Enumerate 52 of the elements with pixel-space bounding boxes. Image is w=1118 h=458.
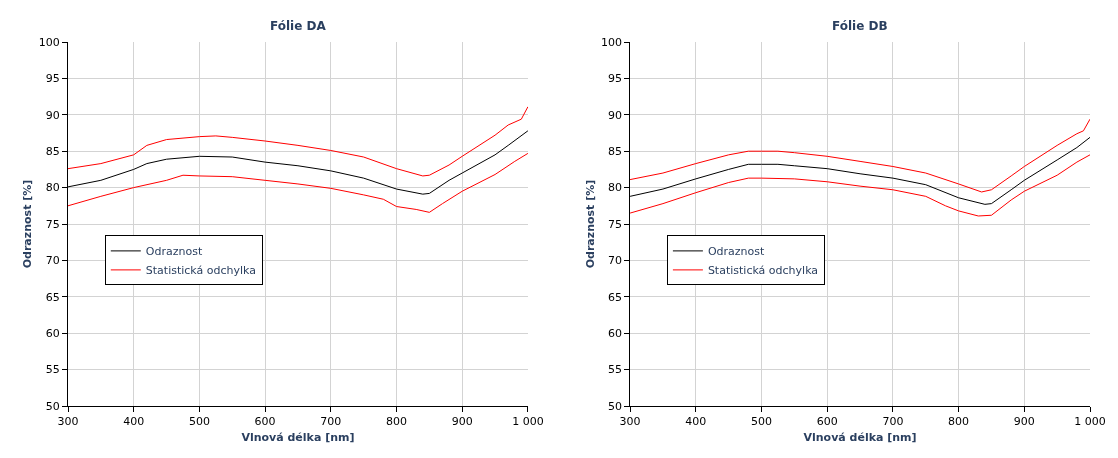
line-series — [630, 154, 1090, 217]
y-tick-label: 75 — [45, 217, 60, 231]
y-tick-label: 80 — [607, 181, 622, 195]
y-tick-label: 55 — [607, 363, 622, 377]
y-tick-label: 90 — [45, 108, 60, 122]
x-tick-label: 400 — [685, 415, 707, 429]
legend-label: Statistická odchylka — [707, 264, 819, 278]
x-tick-label: 900 — [1013, 415, 1035, 429]
line-series — [630, 118, 1090, 193]
y-tick-label: 100 — [38, 35, 60, 49]
chart-title: Fólie DA — [270, 19, 327, 33]
x-tick-label: 300 — [57, 415, 79, 429]
x-tick-label: 900 — [451, 415, 473, 429]
line-series — [68, 106, 528, 177]
y-tick-label: 70 — [607, 254, 622, 268]
x-tick-label: 800 — [386, 415, 407, 429]
y-axis-title: Odraznost [%] — [583, 179, 597, 269]
y-tick-label: 60 — [45, 327, 60, 341]
x-tick-label: 1 000 — [1074, 415, 1106, 429]
y-tick-label: 95 — [607, 72, 622, 86]
chart-title: Fólie DB — [832, 19, 888, 33]
y-tick-label: 50 — [45, 399, 60, 413]
y-tick-label: 80 — [45, 181, 60, 195]
y-tick-label: 85 — [607, 145, 622, 159]
x-tick-label: 1 000 — [512, 415, 544, 429]
y-tick-label: 50 — [607, 399, 622, 413]
x-axis-title: Vlnová délka [nm] — [241, 431, 355, 445]
legend-label: Statistická odchylka — [145, 264, 256, 278]
y-tick-label: 75 — [607, 217, 622, 231]
y-axis-title: Odraznost [%] — [21, 179, 35, 269]
line-series — [68, 152, 528, 213]
x-tick-label: 500 — [751, 415, 772, 429]
x-tick-label: 600 — [816, 415, 838, 429]
y-tick-label: 90 — [607, 108, 622, 122]
y-tick-label: 85 — [45, 145, 60, 159]
y-tick-label: 55 — [45, 363, 60, 377]
y-tick-label: 100 — [600, 35, 622, 49]
y-tick-label: 70 — [45, 254, 60, 268]
y-tick-label: 65 — [45, 290, 60, 304]
y-tick-label: 60 — [607, 327, 622, 341]
y-tick-label: 95 — [45, 72, 60, 86]
y-tick-label: 65 — [607, 290, 622, 304]
legend-label: Odraznost — [145, 245, 203, 259]
x-tick-label: 700 — [320, 415, 342, 429]
x-tick-label: 400 — [123, 415, 145, 429]
x-tick-label: 700 — [882, 415, 904, 429]
x-tick-label: 800 — [948, 415, 970, 429]
legend-label: Odraznost — [707, 245, 765, 259]
x-tick-label: 300 — [619, 415, 641, 429]
x-tick-label: 600 — [254, 415, 276, 429]
x-tick-label: 500 — [188, 415, 210, 429]
x-axis-title: Vlnová délka [nm] — [803, 431, 917, 445]
